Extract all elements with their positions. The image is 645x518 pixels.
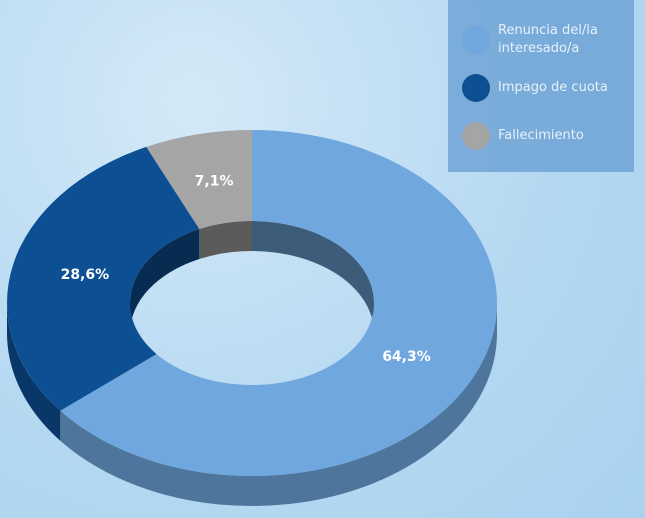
data-label: 7,1% [195,174,234,190]
legend-label: Fallecimiento [498,128,584,143]
data-label: 64,3% [382,349,431,365]
legend-label: Impago de cuota [498,80,608,95]
legend-item: Renuncia del/la interesado/a [462,22,626,58]
legend: Renuncia del/la interesado/a Impago de cu… [448,0,634,172]
inner-wall [199,221,252,260]
inner-wall [252,221,374,333]
data-label: 28,6% [61,267,110,283]
legend-swatch [462,74,490,102]
legend-item: Impago de cuota [462,74,626,102]
outer-wall [6,303,61,441]
slice [7,146,200,411]
inner-wall [130,229,200,333]
slice [60,130,498,477]
slice [146,130,252,230]
legend-swatch [462,26,490,54]
legend-item: Fallecimiento [462,122,626,150]
outer-wall [60,303,498,506]
legend-swatch [462,122,490,150]
legend-label: Renuncia del/la interesado/a [498,23,598,56]
